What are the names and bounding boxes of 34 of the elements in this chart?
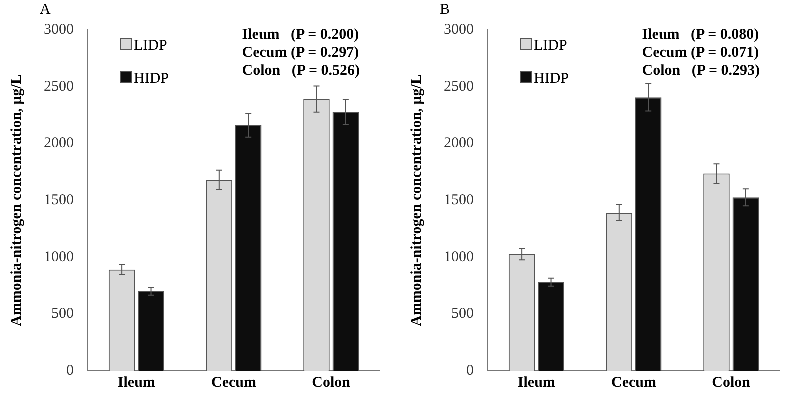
y-tick-label: 1500 [44, 192, 74, 208]
y-tick-label: 3000 [44, 22, 74, 38]
annotation: Ileum (P = 0.080) [642, 27, 760, 43]
annotation: Cecum (P = 0.071) [642, 45, 760, 61]
legend-label: HIDP [134, 71, 170, 87]
annotation: Colon (P = 0.526) [242, 63, 360, 79]
chart-title: B [440, 2, 450, 19]
y-tick-label: 2500 [444, 78, 474, 95]
y-tick-label: 2500 [44, 78, 74, 95]
x-tick-label: Cecum [612, 374, 657, 391]
annotation: Colon (P = 0.293) [642, 63, 760, 79]
y-tick-label: 500 [452, 306, 474, 322]
legend-label: LIDP [134, 38, 168, 54]
annotation: Ileum (P = 0.200) [242, 27, 360, 43]
x-tick-label: Ileum [118, 374, 156, 391]
x-tick-label: Cecum [212, 374, 257, 391]
y-tick-label: 500 [52, 306, 74, 322]
chart-title: A [40, 2, 51, 19]
legend-label: LIDP [534, 38, 568, 54]
annotation: Cecum (P = 0.297) [242, 45, 360, 61]
y-tick-label: 1000 [444, 249, 474, 266]
y-tick-label: 3000 [444, 22, 474, 38]
legend-label: HIDP [534, 71, 570, 87]
y-tick-label: 0 [466, 362, 474, 379]
x-tick-label: Colon [712, 374, 752, 391]
x-tick-label: Colon [312, 374, 352, 391]
y-axis-title: Ammonia-nitrogen concentration, μg/L [8, 74, 25, 326]
y-tick-label: 2000 [444, 136, 474, 152]
y-tick-label: 0 [66, 362, 74, 379]
x-tick-label: Ileum [518, 374, 556, 391]
y-tick-label: 2000 [44, 136, 74, 152]
y-tick-label: 1500 [444, 192, 474, 208]
y-axis-title: Ammonia-nitrogen concentration, μg/L [408, 74, 425, 326]
y-tick-label: 1000 [44, 249, 74, 266]
